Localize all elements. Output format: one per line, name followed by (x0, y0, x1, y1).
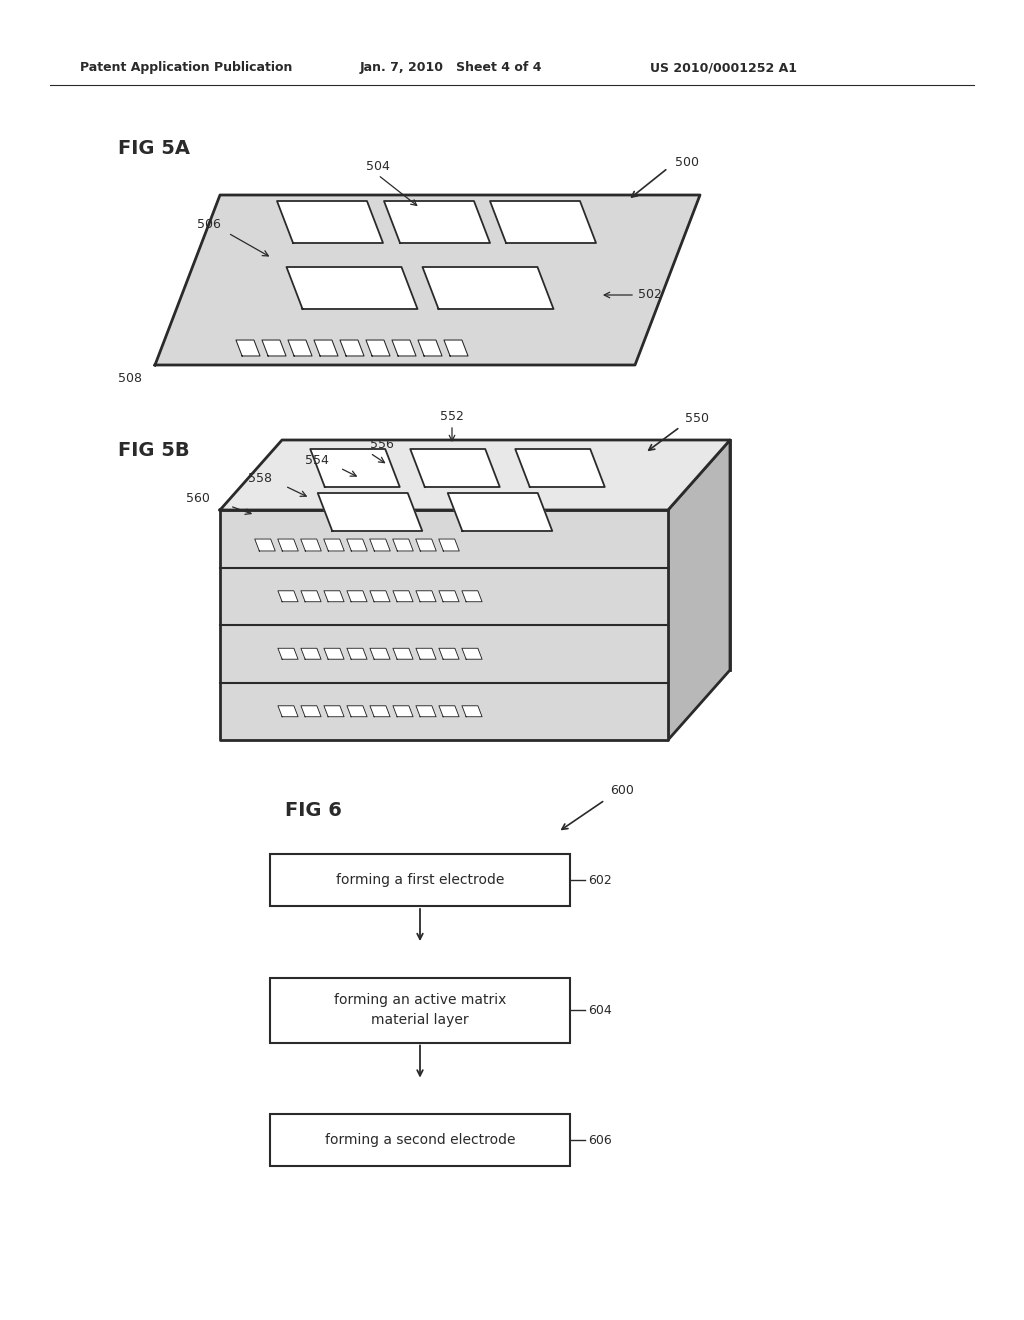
Polygon shape (411, 449, 500, 487)
Text: Jan. 7, 2010   Sheet 4 of 4: Jan. 7, 2010 Sheet 4 of 4 (360, 62, 543, 74)
Polygon shape (393, 539, 414, 550)
Polygon shape (278, 591, 298, 602)
Polygon shape (393, 648, 413, 659)
Polygon shape (668, 440, 730, 741)
Text: 554: 554 (305, 454, 329, 466)
Bar (270, 978, 570, 1043)
Text: 600: 600 (610, 784, 634, 796)
Polygon shape (347, 648, 367, 659)
Text: Patent Application Publication: Patent Application Publication (80, 62, 293, 74)
Text: 508: 508 (118, 371, 142, 384)
Text: 550: 550 (685, 412, 709, 425)
Polygon shape (236, 341, 260, 356)
Polygon shape (366, 341, 390, 356)
Polygon shape (340, 341, 365, 356)
Text: FIG 5B: FIG 5B (118, 441, 189, 459)
Polygon shape (301, 706, 322, 717)
Text: 602: 602 (588, 874, 611, 887)
Polygon shape (416, 591, 436, 602)
Polygon shape (462, 591, 482, 602)
Polygon shape (462, 706, 482, 717)
Text: 500: 500 (675, 156, 699, 169)
Polygon shape (370, 539, 390, 550)
Polygon shape (347, 539, 368, 550)
Polygon shape (392, 341, 416, 356)
Polygon shape (439, 706, 459, 717)
Polygon shape (444, 341, 468, 356)
Polygon shape (347, 706, 367, 717)
Polygon shape (489, 201, 596, 243)
Polygon shape (278, 648, 298, 659)
Polygon shape (423, 267, 554, 309)
Polygon shape (278, 539, 298, 550)
Text: FIG 6: FIG 6 (285, 800, 342, 820)
Polygon shape (515, 449, 605, 487)
Polygon shape (324, 706, 344, 717)
Text: forming an active matrix: forming an active matrix (334, 993, 506, 1007)
Polygon shape (276, 201, 383, 243)
Polygon shape (370, 648, 390, 659)
Polygon shape (278, 706, 298, 717)
Text: 604: 604 (588, 1003, 611, 1016)
Polygon shape (416, 539, 436, 550)
Polygon shape (220, 510, 668, 741)
Polygon shape (324, 539, 344, 550)
Polygon shape (393, 706, 413, 717)
Polygon shape (301, 539, 322, 550)
Text: 504: 504 (366, 161, 390, 173)
Polygon shape (447, 492, 552, 531)
Polygon shape (438, 539, 460, 550)
Polygon shape (418, 341, 442, 356)
Bar (270, 1114, 570, 1166)
Text: FIG 5A: FIG 5A (118, 139, 190, 157)
Polygon shape (287, 267, 418, 309)
Polygon shape (393, 591, 413, 602)
Polygon shape (462, 648, 482, 659)
Text: 558: 558 (248, 471, 272, 484)
Text: US 2010/0001252 A1: US 2010/0001252 A1 (650, 62, 797, 74)
Polygon shape (439, 591, 459, 602)
Text: forming a first electrode: forming a first electrode (336, 873, 504, 887)
Polygon shape (317, 492, 422, 531)
Polygon shape (155, 195, 700, 366)
Text: 552: 552 (440, 411, 464, 424)
Text: forming a second electrode: forming a second electrode (325, 1133, 515, 1147)
Polygon shape (370, 706, 390, 717)
Polygon shape (262, 341, 286, 356)
Text: 502: 502 (638, 289, 662, 301)
Polygon shape (384, 201, 490, 243)
Text: 560: 560 (186, 491, 210, 504)
Polygon shape (301, 591, 322, 602)
Polygon shape (416, 706, 436, 717)
Polygon shape (416, 648, 436, 659)
Text: 556: 556 (370, 438, 394, 451)
Text: material layer: material layer (371, 1012, 469, 1027)
Polygon shape (288, 341, 312, 356)
Polygon shape (324, 591, 344, 602)
Polygon shape (370, 591, 390, 602)
Polygon shape (314, 341, 338, 356)
Polygon shape (347, 591, 367, 602)
Polygon shape (324, 648, 344, 659)
Polygon shape (220, 440, 730, 510)
Polygon shape (255, 539, 275, 550)
Polygon shape (310, 449, 399, 487)
Text: 506: 506 (197, 219, 221, 231)
Bar (270, 854, 570, 906)
Polygon shape (439, 648, 459, 659)
Polygon shape (301, 648, 322, 659)
Text: 606: 606 (588, 1134, 611, 1147)
